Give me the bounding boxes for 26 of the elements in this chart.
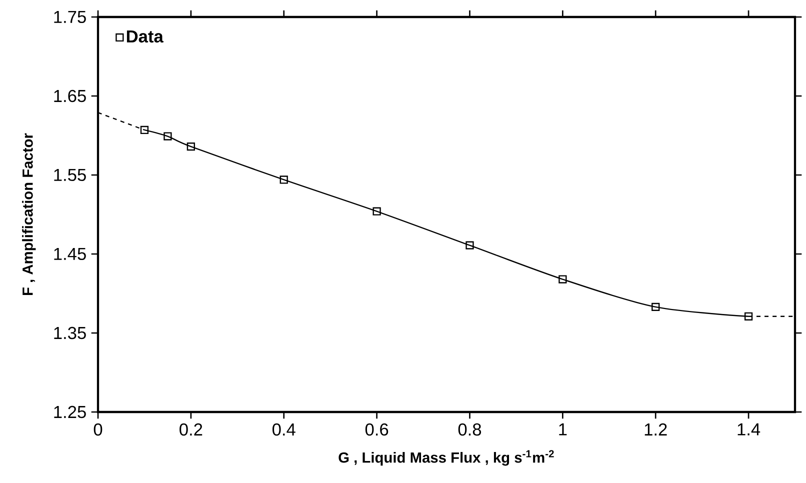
legend-label: Data: [126, 30, 164, 43]
x-tick-label: 0.8: [458, 423, 482, 436]
point: [280, 176, 288, 184]
point: [744, 312, 753, 320]
y-tick-label: 1.35: [54, 326, 86, 340]
y-tick-label: 1.65: [54, 90, 86, 102]
y-tick-label: 1.55: [54, 168, 86, 182]
y-tick-label: 1.45: [54, 248, 86, 260]
point: [652, 302, 660, 311]
point: [164, 132, 172, 140]
x-tick-label: 1.2: [644, 423, 667, 436]
point: [140, 126, 149, 134]
point: [186, 142, 196, 151]
x-axis-title: G , Liquid Mass Flux , kg s$^{-1}$m$^{-2}$: [338, 450, 554, 466]
y-axis-title: F , Amplification Factor: [22, 133, 36, 296]
y-tick-label: 1.25: [54, 406, 86, 418]
point: [466, 241, 474, 250]
x-tick-label: 0.6: [365, 423, 388, 436]
x-tick-label: 0.2: [180, 423, 202, 436]
x-tick-label: 1.4: [738, 423, 760, 436]
y-tick-label: 1.75: [54, 10, 86, 24]
point: [372, 207, 381, 216]
x-tick-label: 0: [94, 423, 102, 436]
point: [558, 275, 567, 284]
x-tick-label: 1: [559, 423, 567, 436]
x-tick-label: 0.4: [272, 423, 296, 436]
